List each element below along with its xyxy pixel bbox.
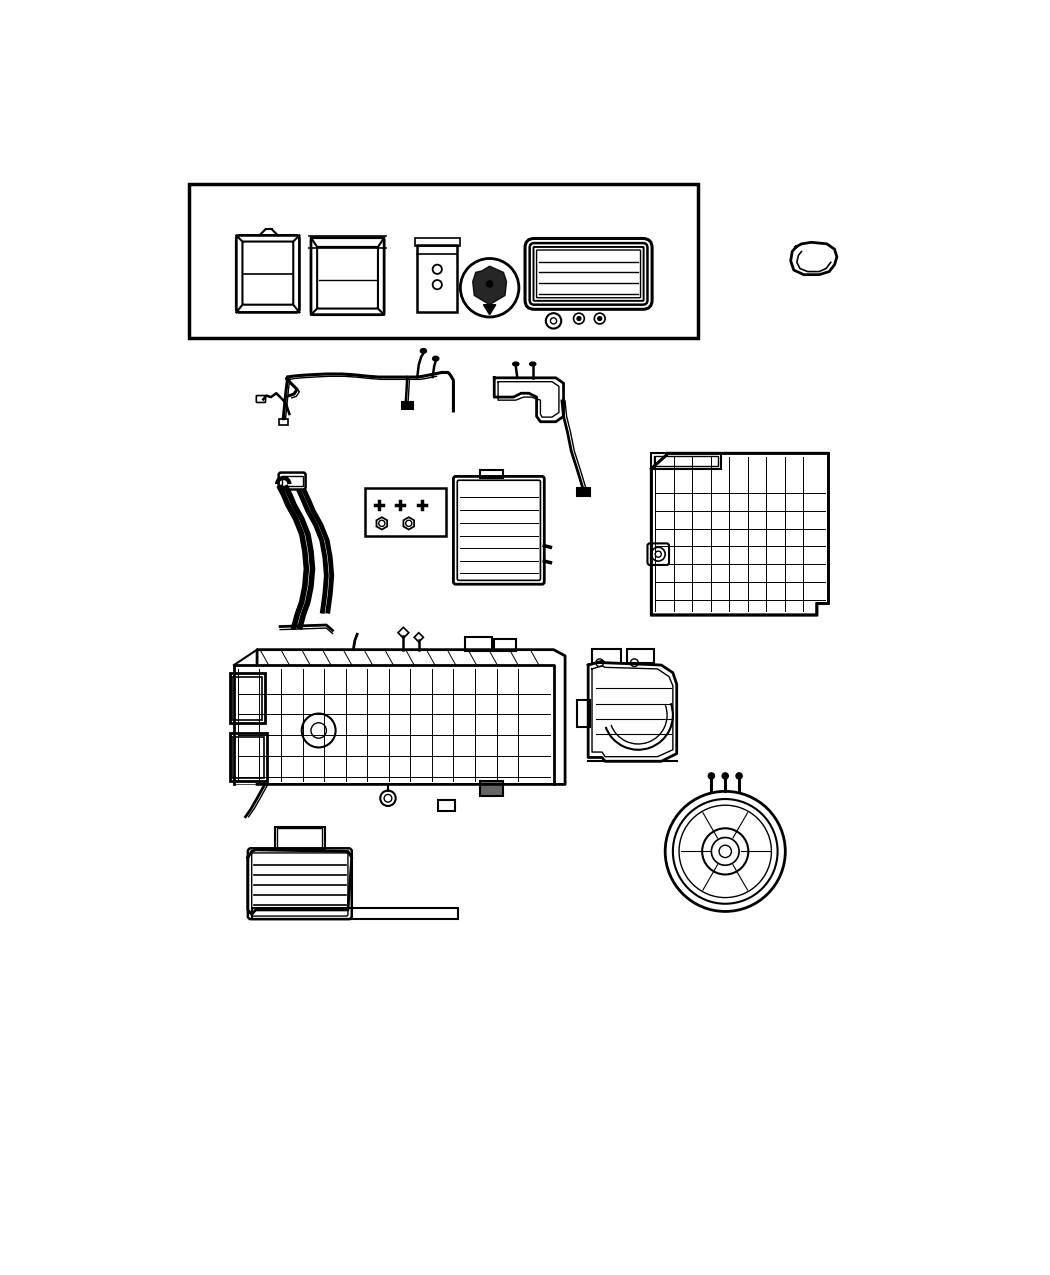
Polygon shape xyxy=(588,662,677,761)
Ellipse shape xyxy=(512,362,519,366)
Bar xyxy=(495,639,516,652)
Bar xyxy=(627,649,653,663)
Bar xyxy=(481,470,504,478)
Polygon shape xyxy=(248,850,352,914)
Bar xyxy=(230,733,267,780)
Bar xyxy=(230,673,265,723)
Bar xyxy=(438,799,455,811)
Bar xyxy=(465,638,491,652)
Bar xyxy=(415,238,460,246)
Circle shape xyxy=(736,773,742,779)
Bar xyxy=(402,402,413,409)
Bar xyxy=(365,488,446,536)
Polygon shape xyxy=(483,305,496,315)
Polygon shape xyxy=(257,650,565,784)
Circle shape xyxy=(722,773,729,779)
Bar xyxy=(252,908,458,919)
Circle shape xyxy=(578,316,581,320)
Bar xyxy=(232,677,261,720)
Bar xyxy=(232,737,264,778)
Bar xyxy=(281,476,302,486)
Bar xyxy=(592,649,622,663)
Ellipse shape xyxy=(529,362,536,366)
Bar xyxy=(278,418,288,425)
Bar xyxy=(189,184,697,338)
Bar xyxy=(654,455,717,465)
Polygon shape xyxy=(651,454,828,615)
Bar xyxy=(277,829,321,848)
Ellipse shape xyxy=(420,348,426,353)
Circle shape xyxy=(486,280,492,287)
Circle shape xyxy=(709,773,714,779)
Polygon shape xyxy=(472,266,506,305)
Bar xyxy=(576,700,590,727)
Circle shape xyxy=(597,316,602,320)
Bar xyxy=(651,454,720,469)
Polygon shape xyxy=(234,666,553,784)
Ellipse shape xyxy=(433,356,439,361)
Bar xyxy=(481,780,504,796)
Bar xyxy=(417,245,458,312)
Bar xyxy=(578,488,590,496)
Bar xyxy=(275,826,324,850)
